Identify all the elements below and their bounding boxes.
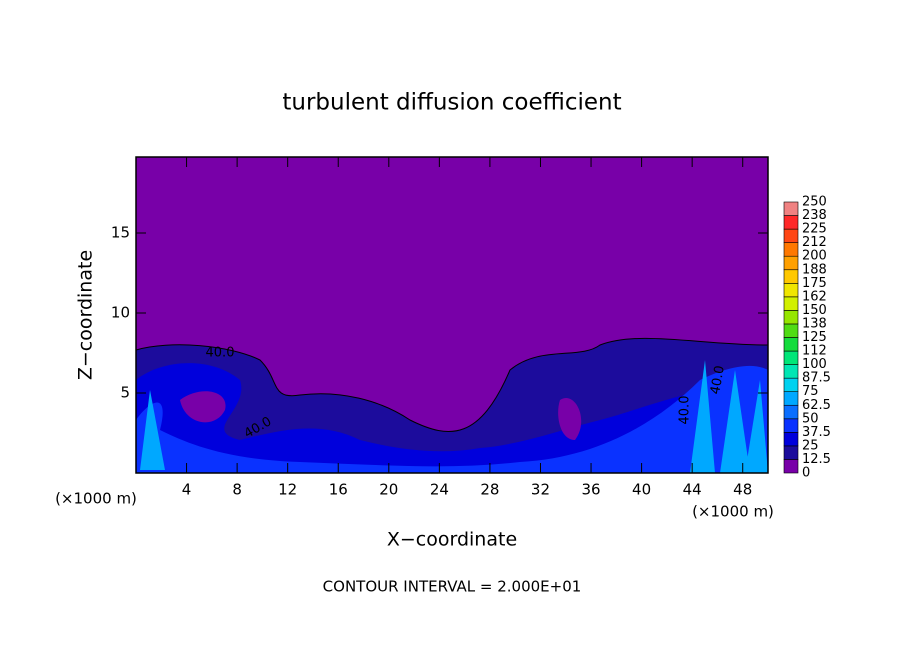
x-tick-label: 28: [480, 481, 499, 499]
colorbar-label: 175: [802, 276, 827, 291]
colorbar-label: 238: [802, 208, 827, 223]
colorbar-label: 138: [802, 316, 827, 331]
colorbar-box: [783, 337, 799, 352]
colorbar-label: 75: [802, 384, 819, 399]
colorbar-box: [783, 228, 799, 243]
colorbar-label: 112: [802, 344, 827, 359]
contour-label: 40.0: [678, 396, 693, 425]
colorbar-label: 50: [802, 411, 819, 426]
colorbar-box: [783, 364, 799, 379]
colorbar-label: 212: [802, 235, 827, 250]
colorbar-label: 200: [802, 249, 827, 264]
footer: CONTOUR INTERVAL = 2.000E+01: [323, 578, 582, 596]
x-tick-label: 16: [329, 481, 348, 499]
colorbar-label: 162: [802, 289, 827, 304]
colorbar-box: [783, 201, 799, 216]
colorbar-box: [783, 432, 799, 447]
field-decoration: [136, 337, 768, 473]
colorbar-box: [783, 282, 799, 298]
x-tick-label: 4: [182, 481, 192, 499]
chart-title: turbulent diffusion coefficient: [282, 90, 621, 116]
colorbar-box: [783, 255, 799, 271]
colorbar-box: [783, 310, 799, 325]
x-axis-label: X−coordinate: [387, 529, 517, 551]
y-tick-label: 5: [120, 384, 130, 402]
colorbar-label: 87.5: [802, 371, 831, 386]
colorbar-label: 188: [802, 262, 827, 277]
colorbar-label: 225: [802, 222, 827, 237]
colorbar-box: [783, 404, 799, 420]
y-tick-label: 10: [111, 304, 130, 322]
y-axis-label: Z−coordinate: [75, 250, 97, 380]
colorbar-box: [783, 391, 799, 406]
colorbar-box: [783, 459, 799, 474]
x-tick-label: 8: [232, 481, 242, 499]
colorbar-box: [783, 323, 799, 338]
colorbar-label: 12.5: [802, 452, 831, 467]
colorbar-label: 0: [802, 466, 810, 481]
x-tick-label: 36: [581, 481, 600, 499]
colorbar-label: 25: [802, 438, 819, 453]
colorbar-box: [783, 418, 799, 433]
colorbar-label: 62.5: [802, 398, 831, 413]
x-tick-label: 24: [430, 481, 449, 499]
contour-label: 40.0: [206, 346, 235, 361]
x-tick-label: 32: [531, 481, 550, 499]
colorbar-label: 100: [802, 357, 827, 372]
colorbar-label: 250: [802, 195, 827, 210]
x-tick-label: 20: [379, 481, 398, 499]
y-tick-label: 15: [111, 224, 130, 242]
colorbar-box: [783, 242, 799, 257]
colorbar-label: 150: [802, 303, 827, 318]
contour-label: 40.0: [708, 364, 728, 395]
x-tick-label: 48: [733, 481, 752, 499]
x-tick-label: 40: [632, 481, 651, 499]
x-tick-label: 12: [278, 481, 297, 499]
colorbar-box: [783, 269, 799, 284]
colorbar-box: [783, 350, 799, 365]
x-unit-label: (×1000 m): [692, 503, 774, 521]
colorbar-label: 125: [802, 330, 827, 345]
plot-frame: [135, 156, 769, 474]
colorbar-box: [783, 377, 799, 392]
y-unit-label: (×1000 m): [55, 490, 137, 508]
colorbar-box: [783, 296, 799, 311]
colorbar-label: 37.5: [802, 425, 831, 440]
colorbar-box: [783, 445, 799, 460]
x-tick-label: 44: [683, 481, 702, 499]
colorbar-box: [783, 215, 799, 230]
